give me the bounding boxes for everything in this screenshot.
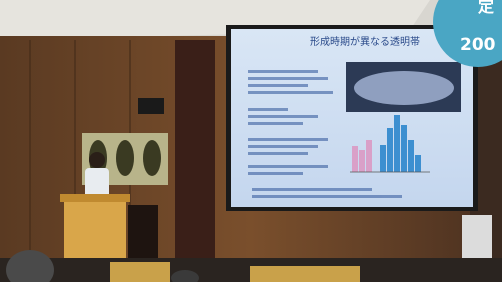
slide-title: 形成時期が異なる透明帯 (310, 35, 420, 48)
podium (64, 196, 126, 266)
badge-text: 200 (460, 35, 496, 55)
curtain (175, 40, 215, 260)
speaker (138, 98, 164, 114)
podium-top (60, 194, 130, 202)
specimen (354, 71, 454, 105)
badge-text: 定 (477, 0, 494, 16)
page: {"slide": {"title": "形成時期が異なる透明帯"}, "bad… (0, 0, 502, 282)
cabinet (462, 215, 492, 265)
photo: 形成時期が異なる透明帯 定 200 (0, 0, 502, 282)
chair (128, 205, 158, 260)
person-body (85, 168, 109, 198)
person-head (89, 152, 105, 168)
